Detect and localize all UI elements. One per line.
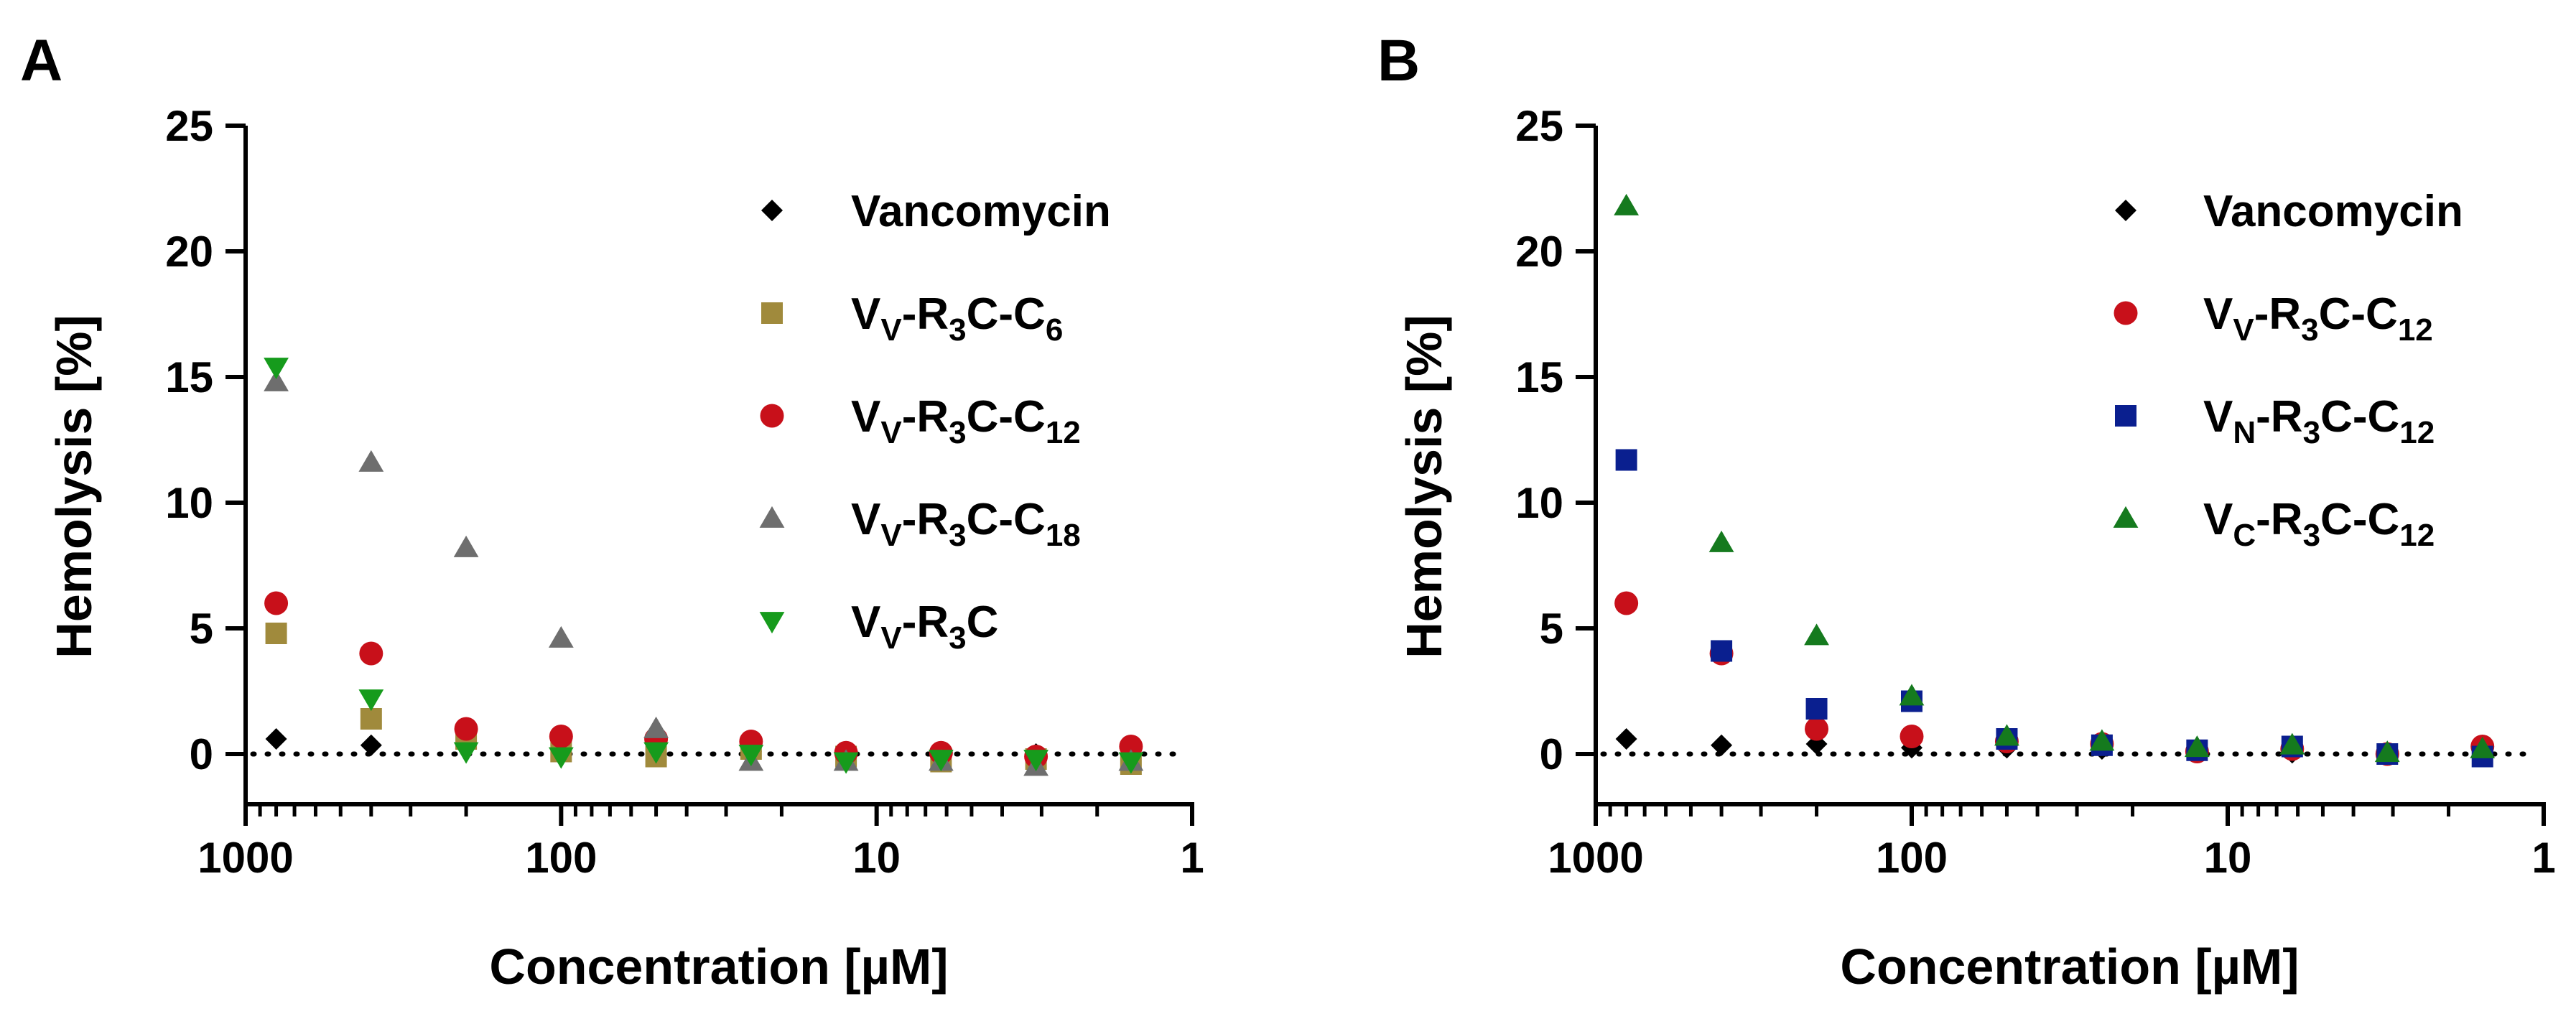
panel-b: B 0 5 10 15 20 25 1000 100 10 1 Concentration [µM] H… [1377, 28, 2556, 995]
y-tick-label: 5 [190, 605, 213, 653]
data-point [1994, 724, 2019, 746]
legend-marker [2114, 301, 2138, 325]
legend-label: VV-R3C-C12 [2203, 289, 2433, 348]
y-tick-label: 15 [165, 353, 213, 401]
y-axis-title: Hemolysis [%] [1396, 315, 1452, 658]
y-tick-label: 10 [1515, 479, 1563, 527]
data-point [833, 752, 859, 774]
x-tick-label: 1000 [197, 834, 293, 882]
data-point [360, 708, 382, 730]
data-point [1118, 752, 1144, 774]
x-axis-title: Concentration [µM] [489, 939, 948, 995]
x-tick-label: 1000 [1548, 834, 1643, 882]
data-point [738, 745, 764, 767]
x-tick-label: 1 [1180, 834, 1204, 882]
y-tick-label: 25 [165, 102, 213, 150]
legend-marker [2115, 405, 2136, 427]
data-point [453, 742, 479, 764]
data-point [1023, 750, 1048, 772]
legend-marker [759, 506, 785, 528]
data-point [360, 734, 382, 756]
data-point [2279, 732, 2305, 755]
legend-label: VV-R3C-C12 [851, 392, 1081, 450]
series-3 [264, 591, 1143, 768]
series-5 [264, 358, 1144, 774]
legend-marker [2113, 506, 2139, 528]
data-point [548, 747, 574, 769]
data-point [1614, 193, 1640, 215]
data-point [2184, 735, 2210, 758]
x-tick-label: 10 [2204, 834, 2252, 882]
data-point [2089, 729, 2115, 751]
series-1 [265, 728, 1142, 766]
data-point [264, 358, 289, 380]
panel-letter: B [1377, 28, 1420, 93]
data-point [264, 591, 289, 615]
data-point [1804, 623, 1829, 646]
legend-marker [759, 612, 785, 634]
data-point [453, 535, 479, 557]
y-tick-label: 0 [190, 730, 213, 778]
data-point [359, 641, 383, 666]
x-tick-label: 10 [852, 834, 901, 882]
legend-marker [761, 302, 783, 324]
data-point [1899, 684, 1925, 706]
panel-a: A 0 5 10 15 20 25 1000 100 10 1 Concentration [µM] H… [20, 28, 1204, 995]
y-tick-label: 20 [1515, 228, 1563, 276]
data-point [264, 369, 289, 391]
legend-label: VC-R3C-C12 [2203, 495, 2435, 553]
data-point [2374, 740, 2400, 763]
data-point [1615, 449, 1637, 471]
legend-label: Vancomycin [2203, 187, 2463, 236]
y-tick-label: 15 [1515, 353, 1563, 401]
legend: Vancomycin VV-R3C-C6 VV-R3C-C12 VV-R3C-C18 V… [759, 187, 1111, 656]
legend-label: VN-R3C-C12 [2203, 392, 2435, 450]
data-point [265, 728, 287, 750]
y-tick-label: 5 [1540, 605, 1563, 653]
data-point [549, 725, 573, 748]
legend-label: VV-R3C [851, 597, 998, 656]
y-tick-label: 20 [165, 228, 213, 276]
data-point [1900, 725, 1924, 748]
y-tick-label: 0 [1540, 730, 1563, 778]
legend-label: VV-R3C-C18 [851, 495, 1081, 553]
data-point [928, 750, 954, 772]
data-point [2470, 736, 2496, 758]
data-point [1711, 640, 1733, 662]
data-point [1615, 728, 1637, 750]
x-axis-title: Concentration [µM] [1840, 939, 2299, 995]
x-tick-label: 100 [525, 834, 597, 882]
data-point [1805, 717, 1829, 741]
data-point [548, 625, 574, 648]
data-point [358, 450, 384, 472]
legend-label: Vancomycin [851, 187, 1111, 236]
series-2 [1614, 591, 2495, 766]
legend-marker [2115, 200, 2136, 221]
data-point [1805, 698, 1828, 720]
data-point [358, 689, 384, 712]
legend-marker [761, 200, 783, 221]
legend-label: VV-R3C-C6 [851, 289, 1063, 348]
y-tick-label: 10 [165, 479, 213, 527]
data-point [265, 623, 287, 644]
y-tick-label: 25 [1515, 102, 1563, 150]
series-4 [1614, 193, 2496, 763]
data-point [1614, 591, 1639, 615]
x-tick-label: 100 [1876, 834, 1948, 882]
data-point [643, 742, 669, 764]
data-point [454, 717, 478, 741]
legend-marker [760, 404, 784, 428]
data-point [1708, 530, 1734, 552]
y-axis-title: Hemolysis [%] [46, 315, 102, 658]
data-point [643, 716, 669, 738]
x-tick-label: 1 [2531, 834, 2555, 882]
legend: Vancomycin VV-R3C-C12 VN-R3C-C12 VC-R3C-C12 [2113, 187, 2463, 553]
series-1 [1615, 728, 2493, 766]
data-point [1711, 734, 1733, 756]
panel-letter: A [20, 28, 62, 93]
